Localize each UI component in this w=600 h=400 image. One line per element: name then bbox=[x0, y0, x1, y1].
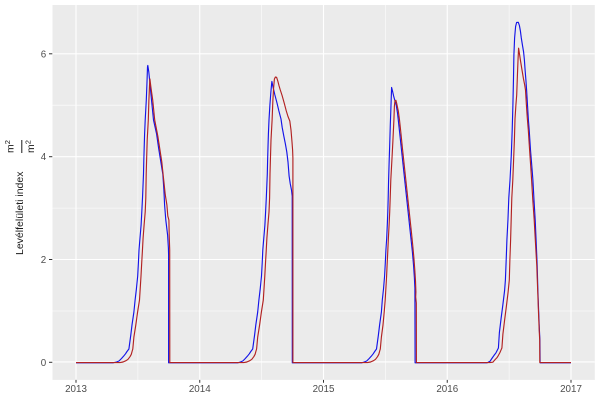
svg-text:m2: m2 bbox=[23, 140, 37, 153]
svg-text:4: 4 bbox=[41, 152, 47, 163]
svg-text:2: 2 bbox=[41, 255, 46, 266]
svg-text:Levélfelületi index: Levélfelületi index bbox=[14, 171, 26, 255]
svg-text:2015: 2015 bbox=[313, 384, 335, 395]
svg-text:0: 0 bbox=[41, 358, 47, 369]
svg-text:2017: 2017 bbox=[560, 384, 582, 395]
svg-text:6: 6 bbox=[41, 49, 47, 60]
svg-text:2016: 2016 bbox=[436, 384, 458, 395]
svg-text:2014: 2014 bbox=[189, 384, 211, 395]
svg-text:2013: 2013 bbox=[65, 384, 87, 395]
svg-text:m2: m2 bbox=[3, 140, 17, 153]
